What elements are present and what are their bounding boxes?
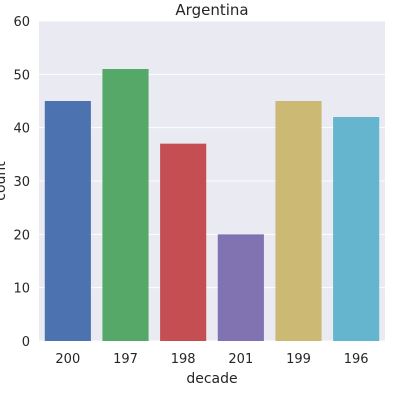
bar-200 xyxy=(44,101,91,341)
bar-199 xyxy=(275,101,322,341)
x-tick-label: 199 xyxy=(286,352,311,367)
bar-198 xyxy=(160,143,207,341)
x-tick-label: 200 xyxy=(55,352,80,367)
y-tick-label: 30 xyxy=(13,175,30,190)
y-tick-label: 20 xyxy=(13,228,30,243)
x-tick-label: 196 xyxy=(344,352,369,367)
chart-title: Argentina xyxy=(175,1,248,19)
y-axis-label: count xyxy=(0,161,9,201)
y-tick-label: 60 xyxy=(13,15,30,30)
x-tick-label: 198 xyxy=(171,352,196,367)
y-tick-label: 40 xyxy=(13,122,30,137)
bar-201 xyxy=(217,234,264,341)
bar-197 xyxy=(102,69,149,341)
bars xyxy=(44,69,380,341)
x-axis-label: decade xyxy=(186,371,237,387)
y-tick-label: 0 xyxy=(22,335,30,350)
bar-196 xyxy=(333,117,380,341)
y-tick-label: 10 xyxy=(13,282,30,297)
y-tick-label: 50 xyxy=(13,68,30,83)
x-tick-labels: 200 197 198 201 199 196 xyxy=(55,352,368,367)
x-tick-label: 197 xyxy=(113,352,138,367)
y-tick-labels: 0 10 20 30 40 50 60 xyxy=(13,15,30,350)
grid-lines xyxy=(39,20,385,342)
x-tick-label: 201 xyxy=(228,352,253,367)
